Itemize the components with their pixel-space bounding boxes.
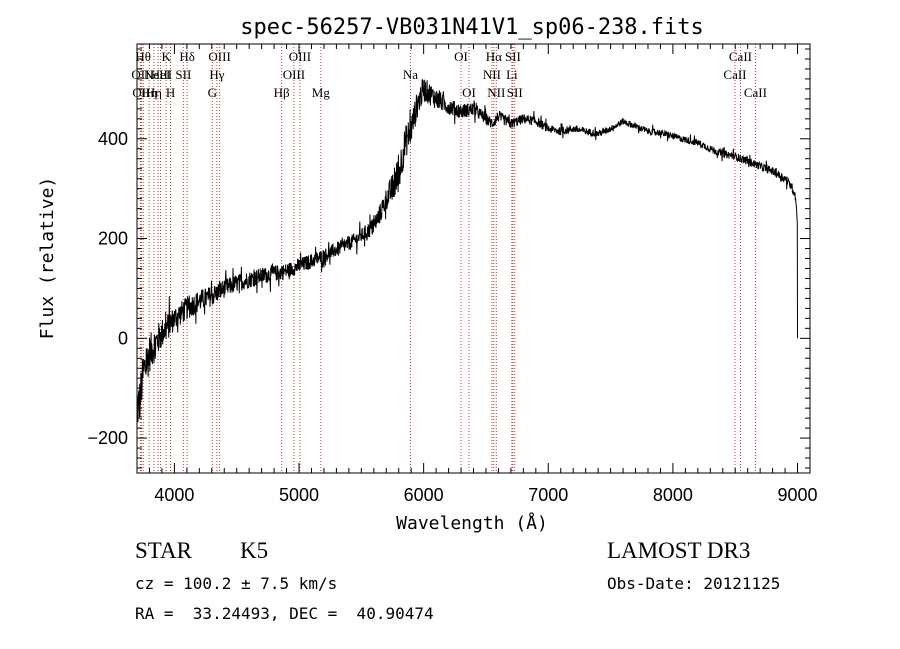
y-tick-label: 0: [118, 328, 128, 348]
line-marker-label: OI: [462, 85, 476, 100]
redshift-cz: cz = 100.2 ± 7.5 km/s: [135, 574, 338, 593]
line-marker-label: Mg: [312, 85, 331, 100]
y-tick-label: 200: [98, 229, 128, 249]
line-marker-label: Na: [403, 67, 418, 82]
line-marker-label: SII: [507, 85, 523, 100]
y-axis-label: Flux (relative): [37, 177, 58, 340]
line-marker-label: SII: [175, 67, 191, 82]
line-marker-label: NII: [487, 85, 505, 100]
x-tick-label: 9000: [778, 485, 818, 505]
spectrum-line: [136, 78, 798, 423]
observation-date: Obs-Date: 20121125: [607, 574, 781, 593]
x-axis-label: Wavelength (Å): [396, 512, 548, 534]
line-marker-label: Hβ: [274, 85, 290, 100]
line-marker-label: OIII: [283, 67, 305, 82]
chart-title: spec-56257-VB031N41V1_sp06-238.fits: [240, 15, 704, 40]
line-marker-label: G: [208, 85, 217, 100]
line-marker-label: Hδ: [179, 49, 195, 64]
line-marker-label: OIII: [208, 49, 230, 64]
x-tick-label: 5000: [279, 485, 319, 505]
line-marker-label: OI: [454, 49, 468, 64]
line-marker-label: CaII: [729, 49, 752, 64]
x-axis-ticks: 4000 5000 6000 7000 8000 9000: [136, 44, 818, 505]
y-axis-ticks: −200 0 200 400: [87, 48, 810, 469]
line-marker-label: Li: [506, 67, 518, 82]
line-marker-label: HeI: [151, 67, 171, 82]
x-tick-label: 7000: [528, 485, 568, 505]
x-tick-label: 4000: [154, 485, 194, 505]
survey-name: LAMOST DR3: [607, 538, 751, 563]
line-marker-labels: OIIOIIHθHηHηNeIIIHeIKHSIIHδGHγOIIIHβOIII…: [131, 49, 767, 100]
line-marker-label: K: [161, 49, 171, 64]
coordinates: RA = 33.24493, DEC = 40.90474: [135, 604, 434, 623]
y-tick-label: −200: [87, 428, 128, 448]
line-marker-label: CaII: [723, 67, 746, 82]
x-tick-label: 6000: [404, 485, 444, 505]
object-subclass: K5: [240, 538, 269, 563]
line-marker-label: OII: [131, 67, 149, 82]
line-markers: [139, 44, 756, 473]
x-tick-label: 8000: [653, 485, 693, 505]
line-marker-label: NII: [483, 67, 501, 82]
line-marker-label: Hα: [486, 49, 502, 64]
line-marker-label: CaII: [744, 85, 767, 100]
line-marker-label: Hη: [141, 85, 157, 100]
line-marker-label: Hγ: [209, 67, 224, 82]
line-marker-label: NeIII: [144, 67, 172, 82]
object-class: STAR: [135, 538, 192, 563]
y-tick-label: 400: [98, 129, 128, 149]
line-marker-label: H: [166, 85, 175, 100]
line-marker-label: OIII: [289, 49, 311, 64]
line-marker-label: Hθ: [135, 49, 151, 64]
line-marker-label: Hη: [146, 85, 162, 100]
line-marker-label: SII: [505, 49, 521, 64]
